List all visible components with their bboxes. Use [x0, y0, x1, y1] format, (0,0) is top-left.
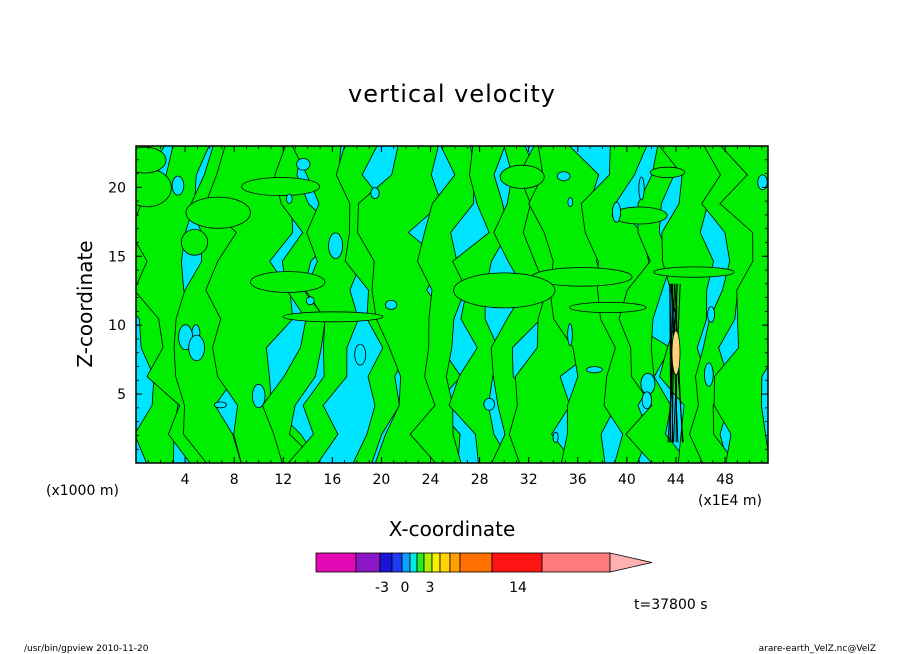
- y-tick-label: 5: [117, 387, 126, 403]
- y-axis-label: Z-coordinate: [73, 240, 97, 367]
- downdraft-patch: [296, 158, 311, 171]
- updraft-region: [335, 146, 410, 463]
- colorbar-segment: [391, 552, 403, 573]
- downdraft-patch: [707, 306, 715, 323]
- downdraft-patch: [188, 334, 205, 362]
- updraft-region: [409, 146, 475, 463]
- downdraft-patch: [612, 201, 622, 223]
- y-tick-label: 20: [108, 180, 126, 196]
- updraft-patch: [453, 272, 556, 309]
- colorbar-tick-label: 14: [509, 580, 527, 596]
- y-axis: 5 10 15 20: [108, 159, 768, 450]
- x-axis: 4 8 12 16 20 24 28 32 36 40 44 48: [147, 146, 763, 488]
- footer-left: /usr/bin/gpview 2010-11-20: [24, 644, 149, 654]
- colorbar-segment: [409, 552, 418, 573]
- convective-core: [671, 330, 681, 376]
- colorbar: -3 0 3 14: [315, 552, 653, 596]
- colorbar-tick-label: 0: [401, 580, 410, 596]
- downdraft-patch: [638, 176, 645, 201]
- colorbar-segment: [355, 552, 381, 573]
- downdraft-patch: [483, 397, 496, 411]
- velocity-field: [136, 146, 768, 463]
- downdraft-patch: [305, 296, 315, 306]
- colorbar-segment: [379, 552, 393, 573]
- x-tick-label: 44: [667, 472, 685, 488]
- x-scale-note: (x1E4 m): [698, 493, 762, 509]
- downdraft-patch: [171, 175, 185, 196]
- plot-frame: [135, 145, 769, 464]
- x-tick-label: 36: [569, 472, 587, 488]
- downdraft-patch: [567, 323, 573, 346]
- colorbar-segment: [416, 552, 425, 573]
- downdraft-patch: [556, 171, 571, 182]
- y-tick-label: 10: [108, 318, 126, 334]
- updraft-region: [287, 146, 362, 463]
- downdraft-patch: [567, 197, 574, 208]
- chart-title: vertical velocity: [348, 80, 556, 108]
- updraft-patch: [649, 166, 686, 178]
- updraft-region: [618, 146, 690, 463]
- plot-area: [135, 145, 769, 464]
- updraft-patch: [241, 177, 321, 197]
- updraft-region: [713, 146, 768, 463]
- downdraft-patch: [285, 193, 293, 204]
- colorbar-segment: [431, 552, 441, 573]
- updraft-patch: [180, 229, 209, 256]
- colorbar-tick-label: 3: [426, 580, 435, 596]
- convective-cell-contour: [669, 283, 672, 443]
- x-tick-label: 24: [422, 472, 440, 488]
- x-tick-label: 20: [373, 472, 391, 488]
- x-tick-label: 48: [716, 472, 734, 488]
- colorbar-tick-label: -3: [375, 580, 389, 596]
- updraft-patch: [282, 311, 384, 323]
- downdraft-patch: [703, 362, 714, 387]
- updraft-patch: [185, 196, 251, 229]
- downdraft-patch: [384, 299, 398, 310]
- colorbar-segment: [315, 552, 357, 573]
- updraft-patch: [499, 164, 545, 189]
- x-tick-label: 12: [274, 472, 292, 488]
- updraft-patch: [250, 271, 326, 293]
- x-tick-label: 32: [520, 472, 538, 488]
- colorbar-segment: [439, 552, 451, 573]
- footer-right: arare-earth_VelZ.nc@VelZ: [759, 644, 876, 654]
- colorbar-segment: [541, 552, 611, 573]
- colorbar-segment: [491, 552, 543, 573]
- x-tick-label: 16: [323, 472, 341, 488]
- downdraft-patch: [552, 431, 559, 443]
- downdraft-patch: [641, 391, 653, 410]
- downdraft-patch: [586, 366, 603, 374]
- colorbar-segment: [459, 552, 493, 573]
- updraft-patch: [136, 146, 167, 174]
- x-axis-label: X-coordinate: [389, 517, 516, 541]
- colorbar-segment: [401, 552, 411, 573]
- x-tick-label: 8: [230, 472, 239, 488]
- colorbar-segment: [423, 552, 433, 573]
- colorbar-segment: [449, 552, 461, 573]
- downdraft-patch: [328, 232, 344, 259]
- downdraft-patch: [640, 372, 656, 395]
- downdraft-patch: [213, 401, 227, 409]
- x-tick-label: 4: [181, 472, 190, 488]
- time-label: t=37800 s: [634, 597, 708, 613]
- updraft-patch: [569, 301, 647, 313]
- downdraft-patch: [354, 343, 367, 366]
- downdraft-patch: [252, 383, 266, 409]
- updraft-patch: [653, 266, 735, 278]
- x-tick-label: 40: [618, 472, 636, 488]
- updraft-patch: [136, 168, 172, 208]
- x-tick-label: 28: [471, 472, 489, 488]
- x-unit-label: (x1000 m): [46, 483, 119, 499]
- y-tick-label: 15: [108, 249, 126, 265]
- downdraft-patch: [370, 187, 380, 200]
- colorbar-extend-arrow: [609, 552, 653, 573]
- updraft-patch: [611, 206, 668, 225]
